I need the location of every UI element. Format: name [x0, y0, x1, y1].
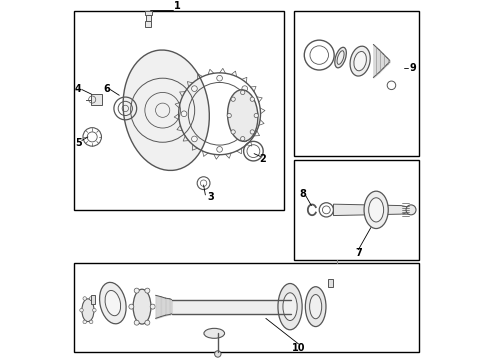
Circle shape: [216, 147, 222, 152]
Circle shape: [252, 111, 258, 117]
Circle shape: [405, 205, 415, 215]
Circle shape: [230, 130, 235, 134]
Text: 1: 1: [173, 1, 180, 11]
Polygon shape: [86, 94, 102, 105]
Ellipse shape: [349, 46, 369, 76]
Text: 4: 4: [75, 84, 81, 94]
Circle shape: [242, 136, 247, 142]
Ellipse shape: [283, 293, 297, 320]
Circle shape: [216, 75, 222, 81]
Ellipse shape: [100, 282, 126, 324]
Ellipse shape: [105, 291, 121, 316]
Ellipse shape: [336, 51, 344, 64]
Circle shape: [134, 320, 139, 325]
Circle shape: [191, 136, 197, 142]
Ellipse shape: [227, 90, 257, 141]
Polygon shape: [333, 204, 407, 216]
Circle shape: [250, 130, 254, 134]
Text: 8: 8: [299, 189, 305, 199]
Ellipse shape: [123, 50, 209, 170]
Ellipse shape: [363, 191, 387, 229]
Circle shape: [250, 97, 254, 102]
Circle shape: [181, 111, 186, 117]
Circle shape: [89, 320, 93, 324]
Ellipse shape: [203, 328, 224, 338]
Circle shape: [191, 86, 197, 91]
Circle shape: [242, 86, 247, 91]
Circle shape: [83, 320, 86, 324]
Circle shape: [240, 136, 244, 141]
Text: 10: 10: [291, 343, 305, 352]
Circle shape: [89, 297, 93, 300]
Circle shape: [129, 304, 134, 309]
Text: 9: 9: [408, 63, 415, 72]
Ellipse shape: [81, 299, 94, 321]
Bar: [91, 294, 95, 304]
Circle shape: [144, 288, 149, 293]
Circle shape: [214, 351, 221, 357]
Circle shape: [83, 297, 86, 300]
Ellipse shape: [309, 294, 321, 319]
Ellipse shape: [353, 51, 366, 71]
Ellipse shape: [368, 198, 383, 222]
Text: 6: 6: [103, 84, 110, 94]
Text: 7: 7: [354, 248, 361, 257]
Circle shape: [150, 304, 155, 309]
Bar: [144, 10, 151, 15]
Bar: [327, 279, 332, 287]
Text: 5: 5: [75, 138, 81, 148]
Circle shape: [226, 113, 231, 118]
Text: 3: 3: [207, 192, 214, 202]
Circle shape: [144, 320, 149, 325]
Circle shape: [92, 309, 96, 312]
Circle shape: [230, 97, 235, 102]
Ellipse shape: [305, 287, 325, 327]
Ellipse shape: [334, 47, 346, 68]
Circle shape: [134, 288, 139, 293]
Circle shape: [254, 113, 258, 118]
Bar: [145, 15, 150, 21]
Ellipse shape: [277, 284, 302, 330]
Text: 2: 2: [259, 154, 266, 163]
Circle shape: [80, 309, 83, 312]
Circle shape: [240, 90, 244, 95]
Bar: [145, 21, 151, 27]
Ellipse shape: [133, 289, 151, 324]
